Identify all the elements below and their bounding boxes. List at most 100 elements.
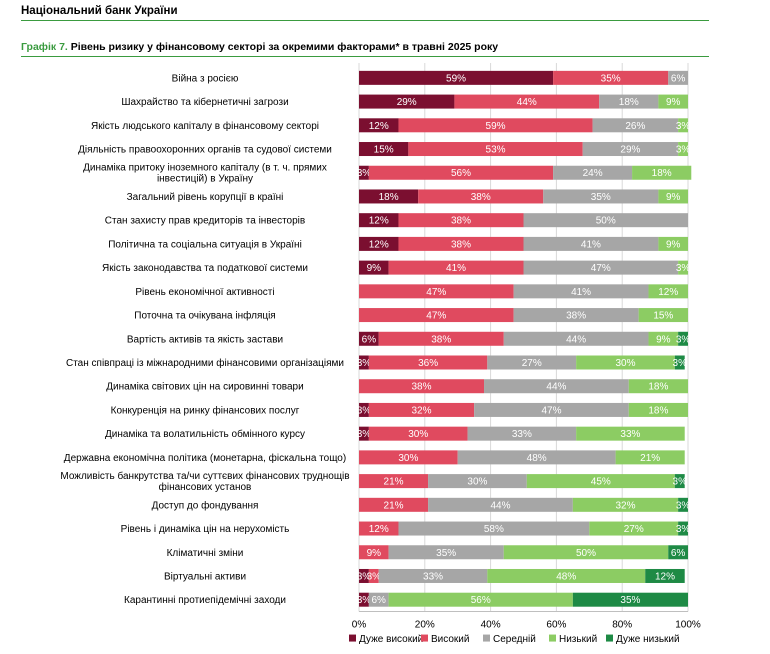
x-tick-label: 40%	[481, 620, 501, 631]
category-label: Рівень і динаміка цін на нерухомість	[121, 524, 290, 535]
data-label: 9%	[666, 192, 681, 203]
legend-swatch-medium	[483, 634, 490, 642]
bar-very-high	[359, 331, 379, 346]
bar-high	[553, 70, 669, 85]
data-label: 59%	[446, 73, 466, 84]
data-label: 44%	[490, 500, 510, 511]
data-label: 41%	[446, 263, 466, 274]
header-divider	[21, 20, 709, 21]
data-label: 9%	[656, 334, 671, 345]
data-label: 27%	[522, 358, 542, 369]
data-label: 3%	[676, 263, 691, 274]
legend-swatch-high	[421, 634, 428, 642]
category-label: Стан захисту прав кредиторів та інвестор…	[105, 216, 305, 227]
x-tick-label: 100%	[675, 620, 701, 631]
data-label: 6%	[362, 334, 377, 345]
bar-medium	[428, 474, 527, 489]
data-label: 53%	[486, 145, 506, 156]
bar-medium	[428, 497, 573, 512]
bar-high	[398, 118, 593, 133]
chart-title: Графік 7. Рівень ризику у фінансовому се…	[21, 41, 498, 53]
bar-high	[398, 236, 524, 251]
data-label: 32%	[412, 405, 432, 416]
bar-very-high	[359, 260, 389, 275]
bar-low	[388, 592, 573, 607]
data-label: 18%	[379, 192, 399, 203]
data-label: 47%	[426, 287, 446, 298]
category-label: Поточна та очікувана інфляція	[134, 310, 275, 322]
data-label: 3%	[676, 500, 691, 511]
data-label: 32%	[615, 500, 635, 511]
bar-high	[368, 426, 468, 441]
data-label: 47%	[591, 263, 611, 274]
data-label: 35%	[436, 548, 456, 559]
category-label: Динаміка притоку іноземного капіталу (в …	[83, 163, 327, 185]
data-label: 15%	[653, 311, 673, 322]
data-label: 48%	[556, 571, 576, 582]
bar-medium	[467, 426, 577, 441]
bar-very-high	[359, 70, 554, 85]
data-label: 9%	[666, 97, 681, 108]
bar-low	[628, 379, 688, 394]
bar-very-low	[674, 474, 685, 489]
bar-very-low	[674, 355, 685, 370]
data-label: 9%	[367, 263, 382, 274]
data-label: 30%	[467, 477, 487, 488]
data-label: 18%	[619, 97, 639, 108]
bar-low	[678, 142, 688, 157]
bar-low	[658, 236, 688, 251]
x-tick-label: 0%	[352, 620, 367, 631]
legend-swatch-low	[549, 634, 556, 642]
bar-very-low	[645, 568, 685, 583]
data-label: 9%	[666, 239, 681, 250]
data-label: 30%	[615, 358, 635, 369]
legend-swatch-very-low	[606, 634, 613, 642]
bar-medium	[378, 568, 488, 583]
bar-high	[378, 331, 504, 346]
bar-low	[572, 497, 679, 512]
category-label: Війна з росією	[172, 73, 239, 84]
data-label: 3%	[357, 358, 372, 369]
category-label: Кліматичні зміни	[167, 548, 244, 559]
legend-swatch-very-high	[349, 634, 356, 642]
data-label: 50%	[596, 216, 616, 227]
data-label: 15%	[374, 145, 394, 156]
bar-low	[576, 426, 685, 441]
data-label: 38%	[431, 334, 451, 345]
data-label: 12%	[369, 239, 389, 250]
bar-high	[359, 379, 485, 394]
data-label: 26%	[625, 121, 645, 132]
data-label: 50%	[576, 548, 596, 559]
bar-very-high	[359, 236, 399, 251]
category-label: Конкуренція на ринку фінансових послуг	[111, 404, 300, 416]
data-label: 59%	[486, 121, 506, 132]
bar-high	[398, 213, 524, 228]
legend-label: Низький	[559, 634, 597, 645]
category-label: Політична та соціальна ситуація в Україн…	[108, 239, 302, 250]
bar-high	[368, 355, 488, 370]
bank-name-header: Національний банк України	[21, 5, 178, 17]
category-label: Вартість активів та якість застави	[127, 334, 283, 345]
data-label: 21%	[640, 453, 660, 464]
bar-low	[632, 165, 692, 180]
category-label: Якість людського капіталу в фінансовому …	[91, 120, 319, 132]
data-label: 18%	[648, 382, 668, 393]
data-label: 47%	[541, 405, 561, 416]
category-label: Динаміка та волатильність обмінного курс…	[105, 428, 305, 440]
bar-very-high	[359, 426, 369, 441]
data-label: 6%	[372, 595, 387, 606]
data-label: 27%	[624, 524, 644, 535]
data-label: 36%	[418, 358, 438, 369]
bar-medium	[523, 260, 679, 275]
x-tick-label: 80%	[612, 620, 632, 631]
category-label: Динаміка світових цін на сировинні товар…	[106, 382, 303, 393]
figure-number: Графік 7.	[21, 41, 68, 53]
bar-medium	[513, 284, 649, 299]
category-label: Карантинні протиепідемічні заходи	[124, 595, 286, 606]
bar-low	[589, 521, 679, 536]
bar-medium	[599, 94, 659, 109]
data-label: 3%	[676, 145, 691, 156]
bar-low	[628, 402, 688, 417]
bar-very-high	[359, 402, 369, 417]
data-label: 3%	[357, 429, 372, 440]
